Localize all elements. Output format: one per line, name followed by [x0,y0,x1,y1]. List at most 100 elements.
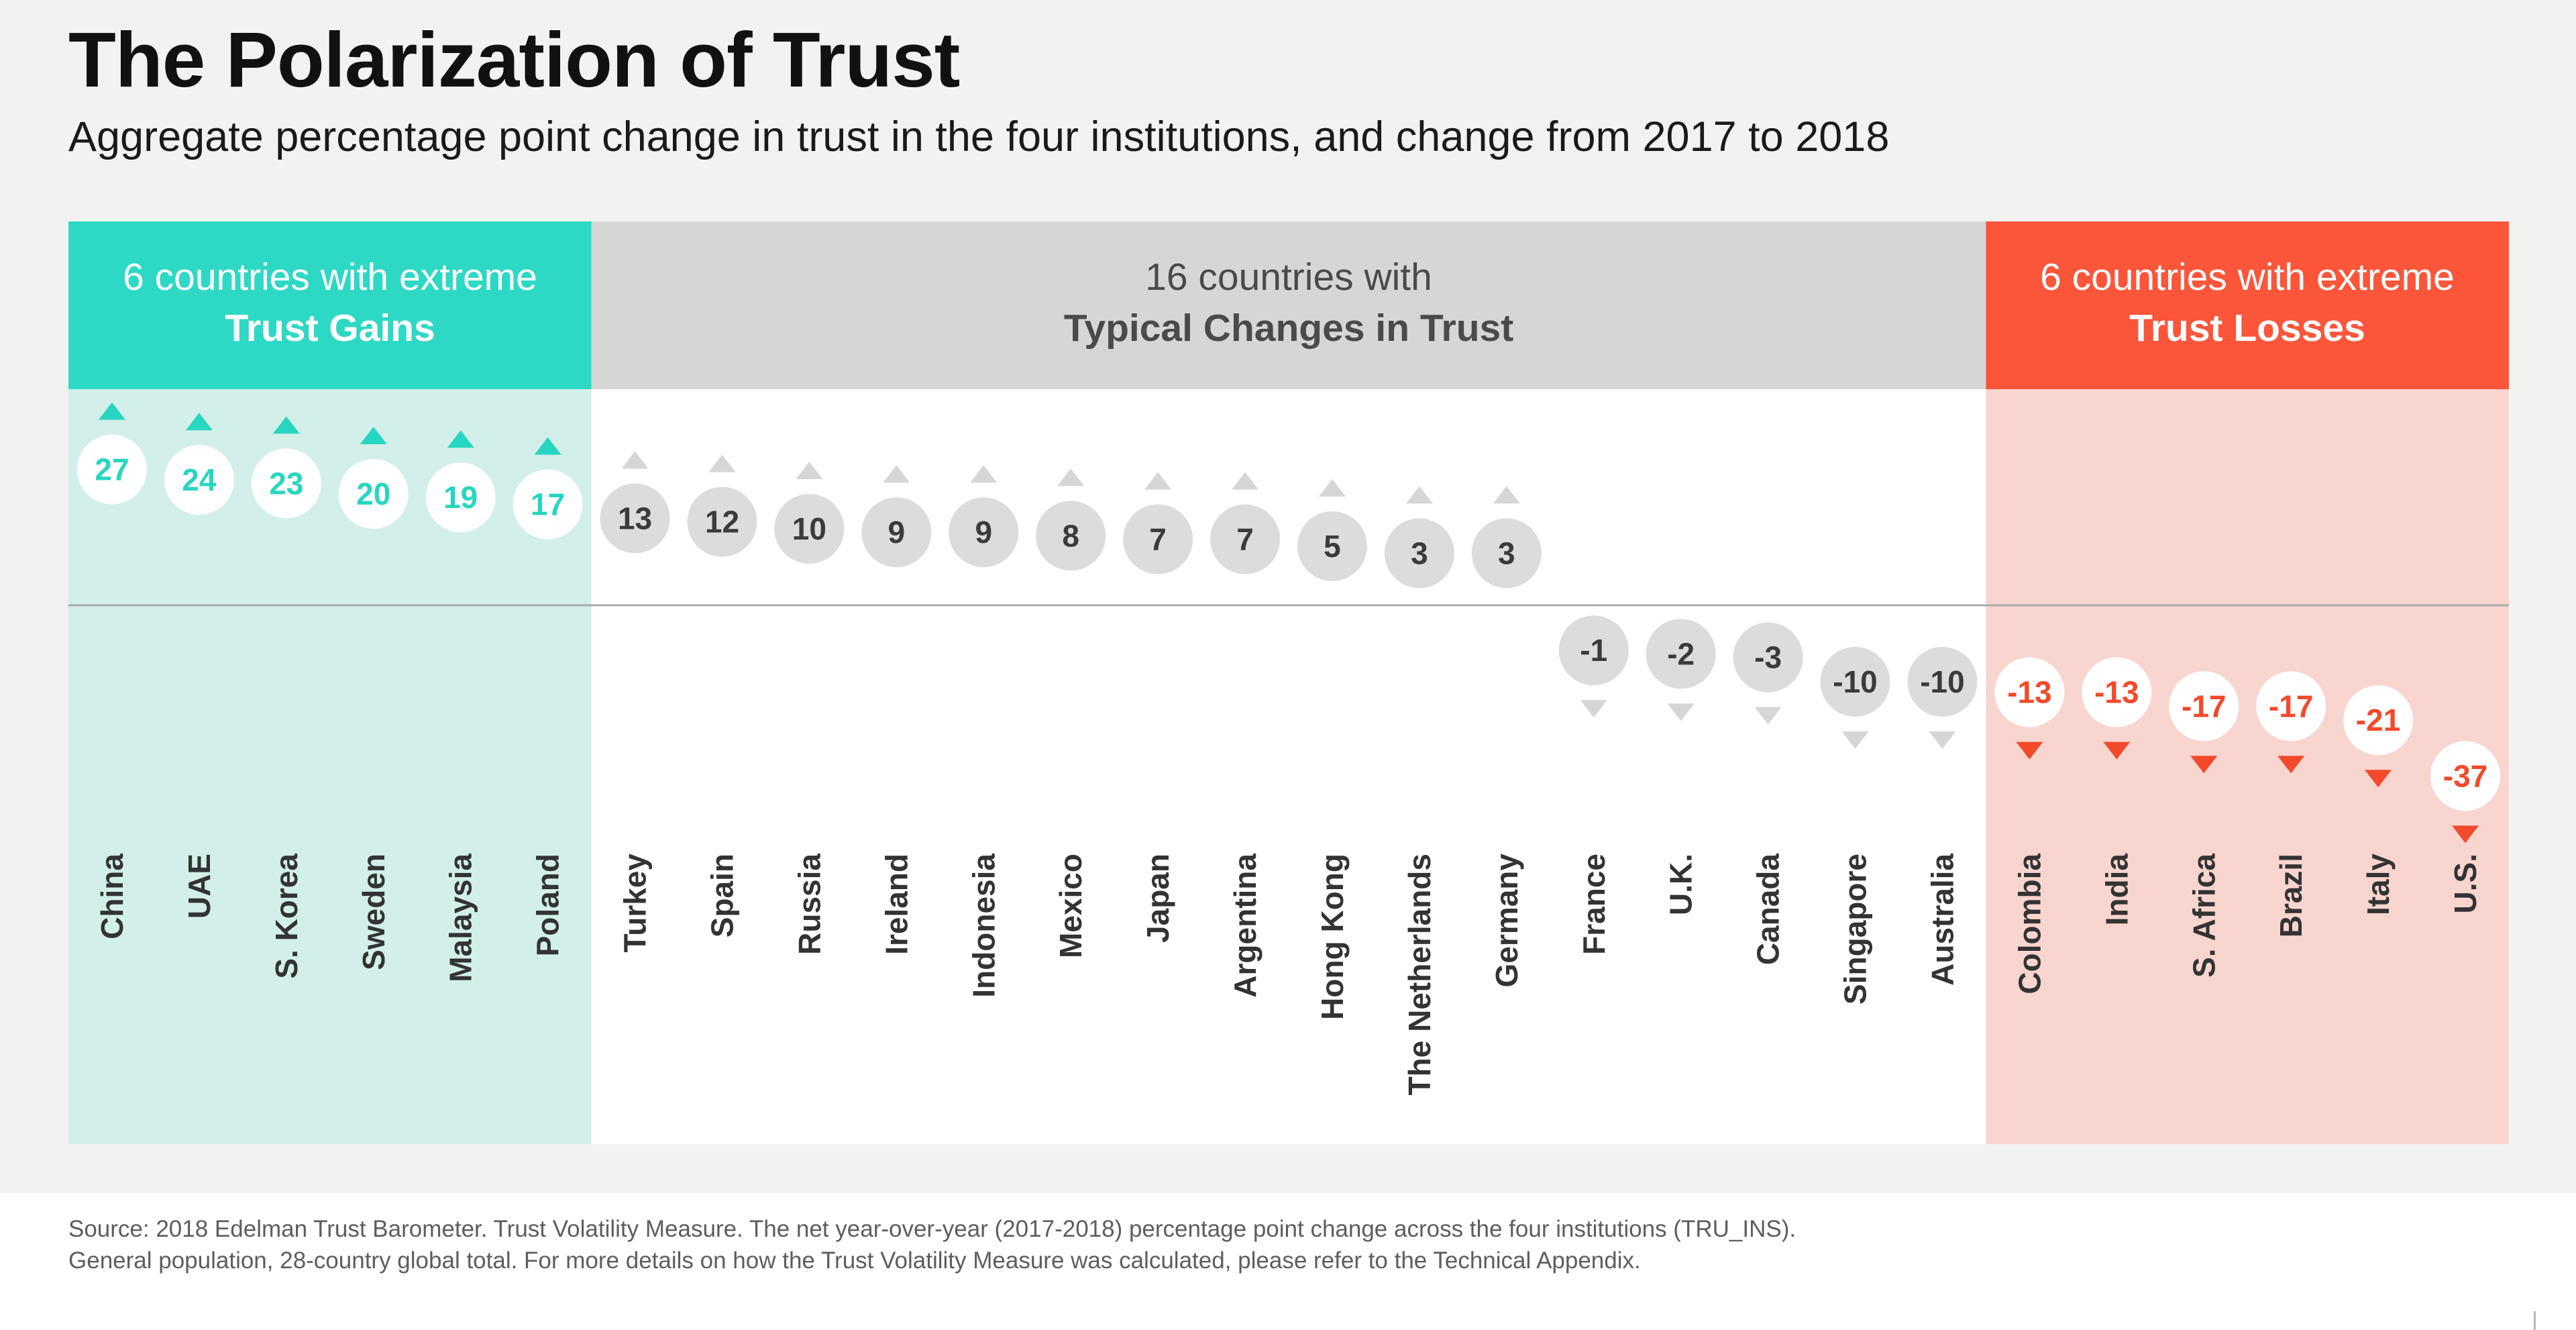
value-label-australia: -10 [1920,664,1964,699]
country-label-ireland: Ireland [879,854,914,955]
country-label-china: China [95,854,129,939]
value-label-mexico: 8 [1062,518,1079,553]
up-arrow-argentina [1232,472,1259,490]
value-label-spain: 12 [705,505,739,540]
losses-header-label: 6 countries with extreme Trust Losses [1986,252,2509,354]
value-marker-poland [513,469,583,540]
value-label-colombia: -13 [2007,675,2051,710]
country-label-sweden: Sweden [356,854,391,970]
up-arrow-turkey [621,451,649,469]
value-marker-turkey [600,483,670,554]
country-label-singapore: Singapore [1838,854,1873,1005]
down-arrow-u-k [1667,703,1695,721]
gains-header-line2: Trust Gains [225,307,435,350]
value-label-ireland: 9 [888,515,906,550]
value-marker-malaysia [425,462,496,533]
up-arrow-uae [185,413,213,431]
value-label-u-s: -37 [2443,758,2487,793]
gains-header-label: 6 countries with extreme Trust Gains [68,252,592,354]
country-label-indonesia: Indonesia [966,854,1001,998]
gains-header-line1: 6 countries with extreme [123,256,537,299]
footer [0,1193,2576,1330]
page-number-marker [2534,1311,2576,1330]
value-label-s-africa: -17 [2182,688,2226,723]
up-arrow-the-netherlands [1405,486,1433,504]
down-arrow-france [1580,700,1607,718]
country-label-japan: Japan [1140,854,1175,943]
losses-header-line2: Trust Losses [2129,307,2365,350]
value-marker-china [76,434,147,505]
up-arrow-mexico [1057,468,1085,487]
value-label-turkey: 13 [618,501,652,535]
up-arrow-spain [708,454,736,472]
value-marker-italy [2343,685,2414,756]
value-label-s-korea: 23 [269,466,303,501]
up-arrow-china [98,402,125,420]
country-label-spain: Spain [704,854,739,937]
typical-header-label: 16 countries with Typical Changes in Tru… [592,252,1986,354]
value-label-canada: -3 [1754,640,1782,675]
down-arrow-australia [1929,731,1956,749]
down-arrow-singapore [1841,731,1869,749]
value-marker-spain [687,487,757,557]
value-label-hong-kong: 5 [1324,529,1341,564]
country-label-argentina: Argentina [1228,854,1263,998]
typical-header-line2: Typical Changes in Trust [1063,307,1514,350]
value-label-india: -13 [2094,675,2139,710]
value-marker-brazil [2256,671,2326,741]
value-marker-australia [1907,647,1978,717]
country-label-uae: UAE [182,854,217,919]
value-marker-russia [774,494,845,564]
value-marker-uae [164,445,234,515]
country-label-poland: Poland [531,854,566,956]
value-label-uae: 24 [182,462,217,497]
down-arrow-italy [2365,770,2392,788]
up-arrow-russia [796,462,823,479]
value-marker-s-africa [2169,671,2239,741]
country-label-canada: Canada [1751,854,1786,966]
value-marker-canada [1733,622,1803,693]
value-marker-ireland [861,497,932,568]
value-marker-germany [1471,518,1542,589]
value-label-germany: 3 [1498,535,1515,570]
down-arrow-u-s [2452,825,2479,843]
country-label-hong-kong: Hong Kong [1315,854,1350,1020]
country-label-italy: Italy [2361,854,2396,915]
gains-header-bar [68,221,592,389]
country-label-turkey: Turkey [618,854,653,953]
value-marker-u-s [2430,741,2501,811]
country-label-u-k: U.K. [1664,854,1699,915]
typical-header-bar [591,221,1986,389]
up-arrow-s-korea [272,416,300,434]
down-arrow-brazil [2277,756,2305,774]
value-label-the-netherlands: 3 [1411,535,1428,570]
value-label-brazil: -17 [2269,688,2313,723]
up-arrow-japan [1144,472,1172,490]
value-marker-mexico [1036,501,1106,571]
country-label-mexico: Mexico [1053,854,1088,958]
losses-panel-bg [1986,389,2509,1144]
down-arrow-india [2103,741,2131,760]
down-arrow-canada [1754,707,1782,725]
losses-header-bar [1986,221,2509,389]
country-label-s-korea: S. Korea [269,854,304,979]
up-arrow-hong-kong [1318,479,1346,497]
value-label-u-k: -2 [1667,636,1695,671]
value-label-indonesia: 9 [975,515,992,550]
page-subtitle: Aggregate percentage point change in tru… [68,113,1890,160]
value-label-france: -1 [1580,633,1607,668]
value-marker-france [1558,615,1629,686]
value-marker-sweden [338,459,409,529]
up-arrow-poland [534,437,561,455]
value-label-poland: 17 [531,487,565,522]
up-arrow-malaysia [447,430,474,448]
country-label-germany: Germany [1489,854,1524,988]
value-marker-india [2082,657,2152,727]
value-marker-indonesia [949,497,1019,568]
down-arrow-s-africa [2190,756,2218,774]
value-marker-u-k [1646,619,1716,689]
source-note: Source: 2018 Edelman Trust Barometer. Tr… [68,1216,1796,1274]
country-label-brazil: Brazil [2273,854,2308,937]
up-arrow-germany [1493,486,1520,504]
